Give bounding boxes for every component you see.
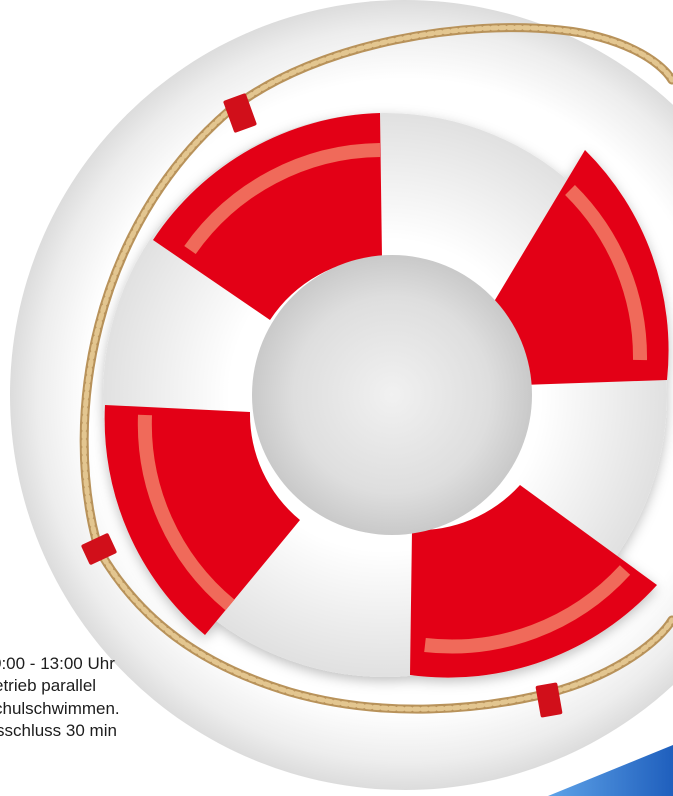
notice-line-school-swimming: chulschwimmen. [0, 699, 120, 718]
accent-bar [548, 745, 673, 796]
ring-segment-right [492, 150, 669, 385]
ring-segment-top-left [153, 113, 382, 320]
rope-clip [535, 682, 563, 718]
notice-line-hours: 0:00 - 13:00 Uhr [0, 654, 115, 673]
rope-clip [81, 533, 117, 565]
ring-segment-bottom-right [410, 485, 657, 678]
rope-icon [79, 23, 673, 714]
notice-line-operation: etrieb parallel [0, 676, 97, 695]
ring-hole [252, 255, 532, 535]
life-ring-icon [103, 113, 669, 678]
rope-clip [223, 93, 257, 133]
notice-line-closing: sschluss 30 min [0, 721, 117, 740]
